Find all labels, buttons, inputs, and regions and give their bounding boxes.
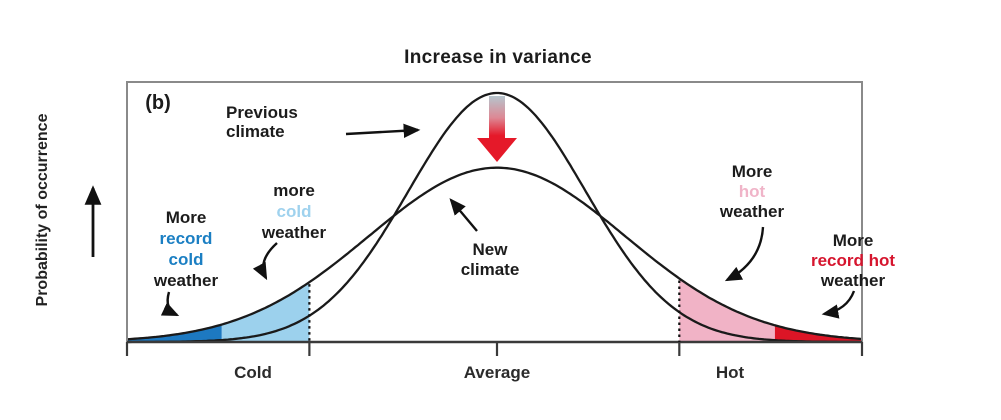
peak-shift-down-arrow-icon (477, 96, 517, 162)
chart-title: Increase in variance (404, 47, 592, 68)
previous-climate-label: Previous climate (226, 103, 298, 141)
panel-label: (b) (145, 92, 171, 114)
y-axis-label: Probability of occurrence (34, 113, 51, 307)
new-climate-curve (126, 166, 863, 341)
x-tick-label-hot: Hot (715, 363, 745, 382)
more-hot-weather-label: More hot weather (719, 162, 785, 221)
shaded-regions (127, 278, 862, 342)
previous-climate-arrow-icon (345, 123, 421, 138)
new-climate-arrow-icon (449, 198, 478, 232)
more-record-hot-weather-label: More record hot weather (810, 231, 896, 290)
ticks-and-threshold-lines (125, 280, 864, 356)
new-climate-label: New climate (460, 240, 520, 279)
more-record-hot-arrow-icon (821, 290, 856, 319)
annotation-arrows (84, 123, 856, 319)
previous-climate-curve (127, 91, 862, 344)
x-tick-label-average: Average (463, 363, 531, 382)
more-record-cold-weather-label: More record cold weather (153, 208, 219, 290)
more-cold-arrow-icon (252, 242, 278, 281)
more-hot-arrow-icon (724, 226, 765, 282)
x-tick-label-cold: Cold (234, 363, 272, 382)
more-record-cold-arrow-icon (160, 291, 180, 317)
more-cold-weather-label: more cold weather (261, 181, 327, 242)
distribution-curves (126, 91, 863, 344)
